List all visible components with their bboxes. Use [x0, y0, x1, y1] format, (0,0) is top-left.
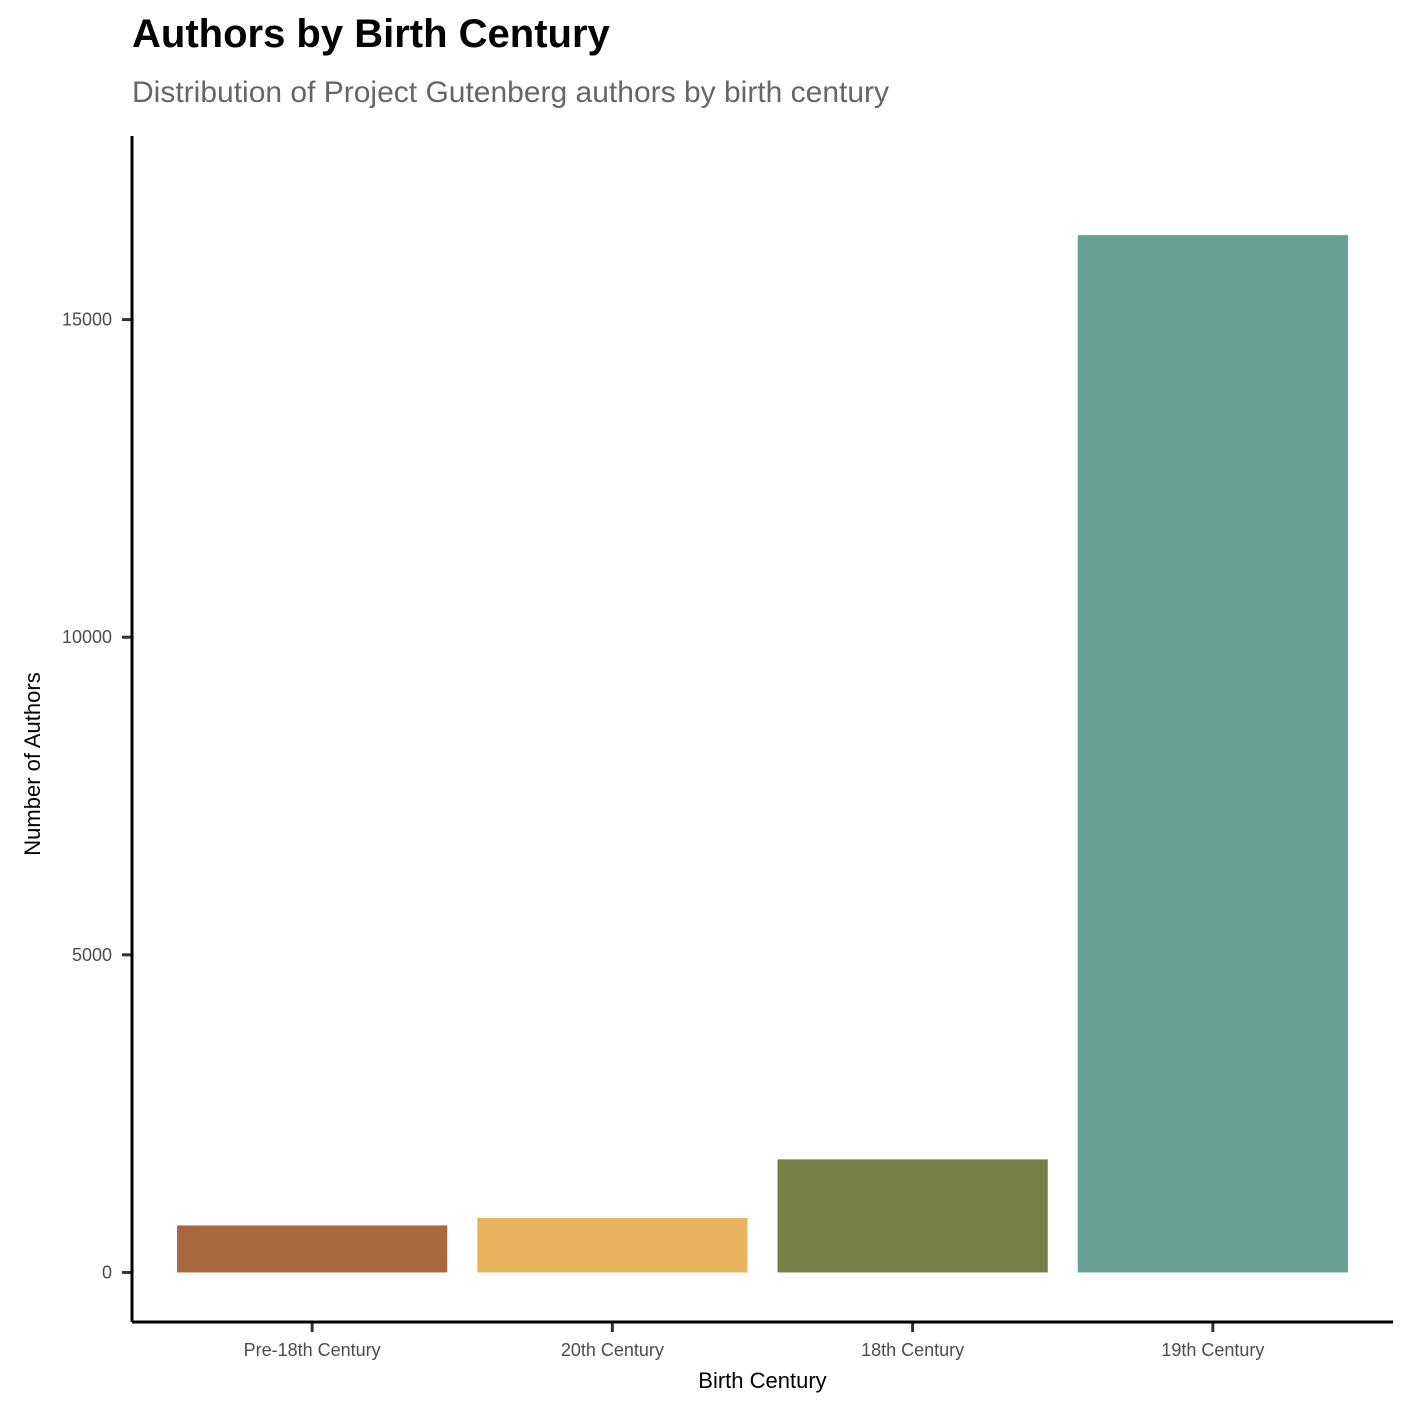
x-axis-ticks: Pre-18th Century 20th Century 18th Century… [244, 1322, 1264, 1360]
bar-0 [177, 1225, 448, 1273]
y-axis-ticks: 0 5000 10000 15000 [62, 310, 132, 1282]
x-axis-title: Birth Century [698, 1368, 826, 1393]
chart-subtitle: Distribution of Project Gutenberg author… [132, 76, 890, 109]
bar-3 [1077, 235, 1348, 1273]
x-tick-label-1: 20th Century [561, 1340, 664, 1360]
x-tick-label-3: 19th Century [1161, 1340, 1264, 1360]
chart-title: Authors by Birth Century [132, 12, 610, 56]
y-tick-label-3: 15000 [62, 310, 112, 330]
bars-layer [177, 235, 1348, 1273]
y-tick-label-1: 5000 [72, 945, 112, 965]
y-axis-title: Number of Authors [20, 672, 45, 855]
y-tick-label-2: 10000 [62, 627, 112, 647]
y-tick-label-0: 0 [102, 1262, 112, 1282]
x-tick-label-2: 18th Century [861, 1340, 964, 1360]
bar-1 [477, 1217, 748, 1273]
x-tick-label-0: Pre-18th Century [244, 1340, 381, 1360]
bar-2 [777, 1159, 1048, 1273]
